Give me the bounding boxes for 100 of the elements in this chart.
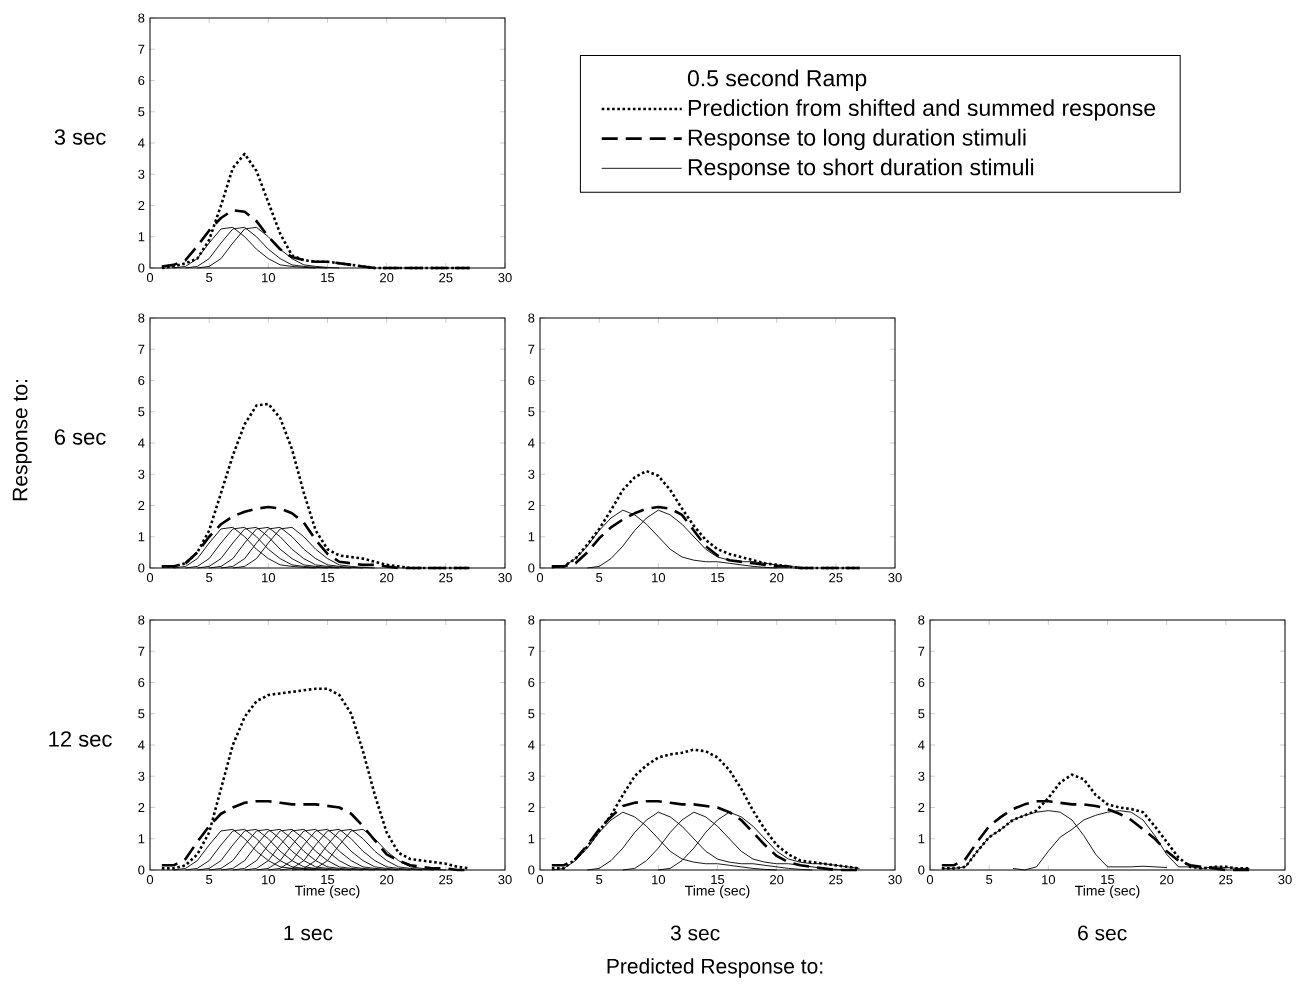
x-tick-label: 0 bbox=[536, 875, 544, 885]
y-tick-label: 1 bbox=[528, 532, 535, 542]
x-axis-title: Time (sec) bbox=[295, 885, 360, 899]
y-tick-label: 1 bbox=[918, 834, 925, 844]
text: 6 sec bbox=[1078, 925, 1127, 941]
x-tick-label: 10 bbox=[262, 273, 276, 283]
x-tick-label: 15 bbox=[321, 273, 335, 283]
y-tick-label: 7 bbox=[918, 646, 925, 656]
y-tick-label: 3 bbox=[138, 771, 145, 781]
y-tick-label: 8 bbox=[138, 313, 145, 323]
x-tick-label: 15 bbox=[321, 875, 335, 885]
y-tick-label: 3 bbox=[528, 771, 535, 781]
y-axis-title: 3 sec bbox=[54, 129, 106, 145]
text: Response to: bbox=[12, 380, 32, 501]
x-tick-label: 20 bbox=[380, 273, 394, 283]
y-tick-label: 5 bbox=[528, 709, 535, 719]
x-tick-label: 5 bbox=[986, 875, 993, 885]
x-tick-label: 10 bbox=[262, 573, 276, 583]
x-tick-label: 15 bbox=[321, 573, 335, 583]
y-tick-label: 0 bbox=[138, 263, 145, 273]
y-tick-label: 8 bbox=[138, 615, 145, 625]
y-tick-label: 4 bbox=[528, 740, 535, 750]
y-tick-label: 4 bbox=[138, 138, 145, 148]
y-tick-label: 4 bbox=[918, 740, 925, 750]
x-tick-label: 10 bbox=[262, 875, 276, 885]
x-tick-label: 0 bbox=[926, 875, 934, 885]
y-tick-label: 7 bbox=[528, 344, 535, 354]
y-tick-label: 7 bbox=[138, 44, 145, 54]
x-tick-label: 20 bbox=[380, 875, 394, 885]
y-tick-label: 8 bbox=[528, 313, 535, 323]
legend-label: Prediction from shifted and summed response bbox=[688, 99, 1156, 121]
x-tick-label: 20 bbox=[770, 573, 784, 583]
x-tick-label: 5 bbox=[596, 875, 603, 885]
x-tick-label: 5 bbox=[206, 875, 213, 885]
y-tick-label: 7 bbox=[528, 646, 535, 656]
y-tick-label: 7 bbox=[138, 646, 145, 656]
x-tick-label: 5 bbox=[596, 573, 603, 583]
x-tick-label: 30 bbox=[498, 573, 512, 583]
y-tick-label: 0 bbox=[918, 865, 925, 875]
y-tick-label: 8 bbox=[918, 615, 925, 625]
x-tick-label: 25 bbox=[829, 875, 843, 885]
y-tick-label: 0 bbox=[138, 563, 145, 573]
x-tick-label: 0 bbox=[146, 273, 154, 283]
y-tick-label: 2 bbox=[138, 200, 145, 211]
y-tick-label: 5 bbox=[528, 407, 535, 417]
legend-label: Response to short duration stimuli bbox=[688, 158, 1034, 180]
x-tick-label: 25 bbox=[439, 573, 453, 583]
y-tick-label: 1 bbox=[138, 834, 145, 844]
y-tick-label: 6 bbox=[138, 75, 145, 86]
x-tick-label: 25 bbox=[829, 573, 843, 583]
x-tick-label: 15 bbox=[711, 875, 725, 885]
x-tick-label: 10 bbox=[652, 875, 666, 885]
y-tick-label: 4 bbox=[138, 740, 145, 750]
y-tick-label: 5 bbox=[138, 407, 145, 417]
x-tick-label: 30 bbox=[1278, 875, 1292, 885]
x-tick-label: 25 bbox=[1219, 875, 1233, 885]
y-tick-label: 0 bbox=[138, 865, 145, 875]
y-tick-label: 6 bbox=[528, 677, 535, 688]
y-tick-label: 6 bbox=[138, 375, 145, 386]
x-tick-label: 30 bbox=[888, 573, 902, 583]
y-tick-label: 7 bbox=[138, 344, 145, 354]
x-tick-label: 5 bbox=[206, 273, 213, 283]
text: 1 sec bbox=[284, 925, 333, 941]
x-tick-label: 15 bbox=[711, 573, 725, 583]
x-tick-label: 20 bbox=[1160, 875, 1174, 885]
x-tick-label: 20 bbox=[770, 875, 784, 885]
x-tick-label: 30 bbox=[888, 875, 902, 885]
y-tick-label: 3 bbox=[138, 469, 145, 479]
y-tick-label: 0 bbox=[528, 563, 535, 573]
y-tick-label: 6 bbox=[918, 677, 925, 688]
x-tick-label: 10 bbox=[652, 573, 666, 583]
text: 3 sec bbox=[670, 925, 720, 941]
x-axis-title: Time (sec) bbox=[685, 885, 750, 899]
y-tick-label: 3 bbox=[918, 771, 925, 781]
y-tick-label: 3 bbox=[138, 169, 145, 179]
y-tick-label: 8 bbox=[138, 13, 145, 23]
y-tick-label: 2 bbox=[528, 802, 535, 813]
y-tick-label: 4 bbox=[138, 438, 145, 448]
legend-title: 0.5 second Ramp bbox=[687, 69, 867, 91]
x-tick-label: 0 bbox=[536, 573, 544, 583]
x-tick-label: 15 bbox=[1101, 875, 1115, 885]
x-tick-label: 20 bbox=[380, 573, 394, 583]
x-tick-label: 0 bbox=[146, 875, 154, 885]
y-tick-label: 5 bbox=[138, 709, 145, 719]
y-tick-label: 5 bbox=[918, 709, 925, 719]
y-tick-label: 1 bbox=[138, 232, 145, 242]
x-tick-label: 30 bbox=[498, 875, 512, 885]
y-tick-label: 2 bbox=[918, 802, 925, 813]
text: Predicted Response to: bbox=[607, 958, 823, 978]
y-axis-title: 12 sec bbox=[49, 731, 112, 747]
y-tick-label: 5 bbox=[138, 107, 145, 117]
y-axis-title: 6 sec bbox=[54, 429, 106, 445]
x-tick-label: 10 bbox=[1042, 875, 1056, 885]
x-tick-label: 25 bbox=[439, 273, 453, 283]
y-tick-label: 8 bbox=[528, 615, 535, 625]
y-tick-label: 1 bbox=[138, 532, 145, 542]
x-tick-label: 5 bbox=[206, 573, 213, 583]
y-tick-label: 1 bbox=[528, 834, 535, 844]
x-tick-label: 25 bbox=[439, 875, 453, 885]
y-tick-label: 3 bbox=[528, 469, 535, 479]
